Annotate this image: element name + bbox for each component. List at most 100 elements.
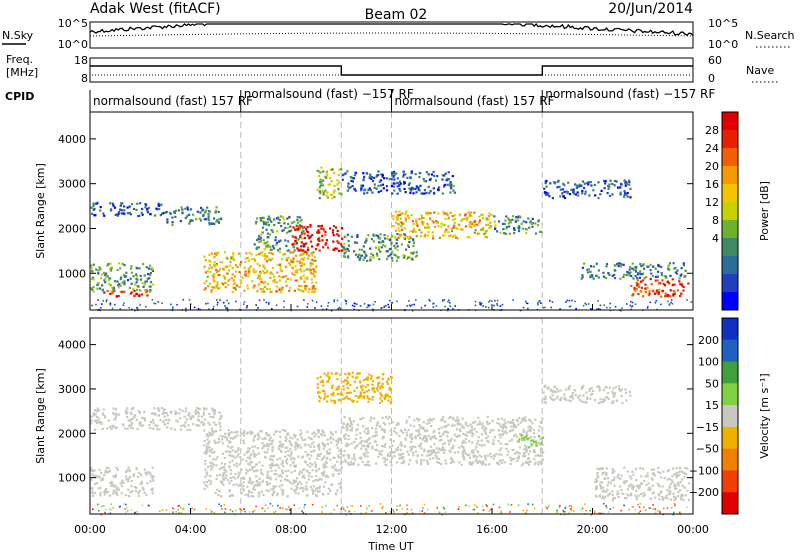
power-echo-point [107,279,110,282]
velocity-echo-point [577,396,580,399]
velocity-echo-point [321,472,324,475]
velocity-echo-point [485,437,488,440]
velocity-echo-point [330,483,333,486]
power-echo-point [453,221,456,224]
power-echo-point [284,239,287,242]
power-echo-point [305,242,308,245]
power-noise-point [575,307,577,310]
velocity-echo-point [391,456,394,459]
velocity-echo-point [339,463,343,466]
velocity-echo-point [335,443,338,447]
power-echo-point [100,273,104,276]
power-echo-point [597,181,600,184]
velocity-echo-point [164,418,168,422]
power-echo-point [656,289,659,292]
velocity-echo-point [652,473,655,476]
power-echo-point [256,239,259,242]
velocity-echo-point [261,473,264,476]
power-echo-point [416,186,419,189]
velocity-echo-point [500,447,503,450]
velocity-echo-point [104,490,108,493]
power-echo-point [682,289,685,292]
power-echo-point [234,264,238,267]
power-echo-point [363,250,366,253]
velocity-echo-point [257,434,260,437]
velocity-echo-point [405,419,408,422]
velocity-echo-point [437,451,440,454]
power-noise-point [263,299,265,301]
velocity-echo-point [634,467,638,470]
velocity-echo-point [367,430,370,433]
power-colorbar-tick: 24 [705,142,719,155]
velocity-echo-point [293,489,296,492]
power-echo-point [203,218,206,221]
power-echo-point [581,274,584,277]
velocity-noise-point [281,507,284,510]
power-echo-point [347,249,350,252]
velocity-echo-point [555,397,558,400]
velocity-echo-point [496,461,499,464]
power-echo-point [400,213,403,216]
velocity-echo-point [453,424,456,427]
power-echo-point [265,287,268,291]
power-echo-point [154,214,157,217]
velocity-echo-point [105,471,108,474]
power-echo-point [313,290,316,293]
power-echo-point [380,173,383,176]
power-noise-point [109,304,112,306]
power-echo-point [238,271,241,274]
power-echo-point [118,262,121,265]
velocity-echo-point [366,378,369,381]
velocity-echo-point [149,421,152,424]
velocity-echo-point [626,470,630,473]
power-echo-point [464,214,467,217]
power-echo-point [324,243,327,246]
velocity-echo-point [314,478,317,481]
power-echo-point [306,249,310,252]
velocity-echo-point [133,416,136,419]
power-echo-point [561,192,564,195]
power-echo-point [517,219,520,222]
power-echo-point [229,264,232,267]
velocity-echo-point [447,423,450,426]
velocity-echo-point [605,472,608,475]
power-echo-point [680,292,683,295]
power-echo-point [224,286,227,289]
velocity-echo-point [535,444,538,447]
velocity-noise-point [220,505,222,507]
power-echo-point [586,268,589,271]
power-echo-point [468,225,471,228]
velocity-echo-point [630,477,633,480]
velocity-echo-point [508,439,511,442]
velocity-echo-point [305,485,308,488]
power-echo-point [266,269,269,272]
velocity-echo-point [669,498,673,501]
power-echo-point [407,245,410,248]
power-noise-point [372,308,374,311]
velocity-echo-point [515,419,518,422]
velocity-echo-point [599,398,602,401]
power-echo-point [258,276,261,279]
velocity-echo-point [329,489,332,492]
power-echo-point [188,213,191,217]
velocity-echo-point [666,497,669,500]
power-echo-point [658,282,662,285]
power-noise-point [409,305,412,307]
velocity-echo-point [304,488,308,491]
power-echo-point [296,279,299,282]
velocity-echo-point [95,415,99,418]
velocity-echo-point [401,452,405,455]
velocity-echo-point [251,445,254,448]
power-echo-point [302,249,305,252]
power-echo-point [629,196,632,199]
power-echo-point [649,277,652,281]
velocity-echo-point [346,386,350,389]
velocity-noise-point [325,504,327,507]
velocity-echo-point [414,435,417,438]
velocity-echo-point [605,395,608,399]
velocity-echo-point [296,477,299,480]
power-echo-point [507,222,510,225]
power-echo-point [92,290,95,293]
power-noise-point [105,300,108,303]
